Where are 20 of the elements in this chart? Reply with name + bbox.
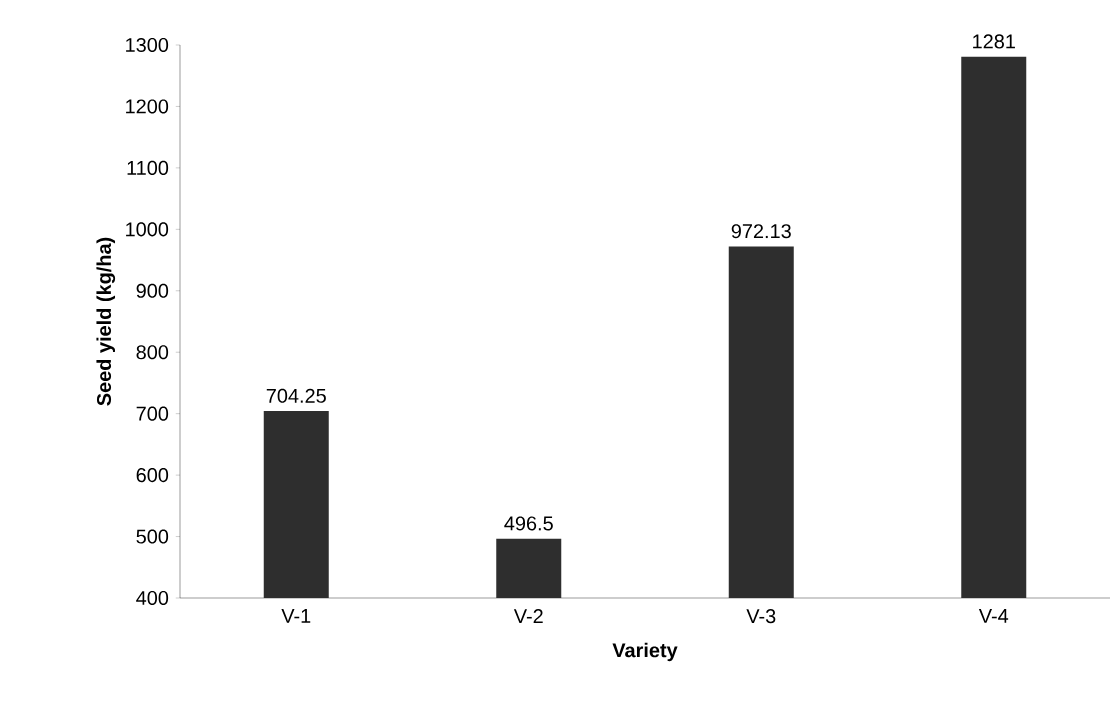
- x-tick-label: V-1: [281, 609, 311, 623]
- data-label: 496.5: [504, 516, 553, 531]
- y-axis-title: Seed yield (kg/ha): [96, 237, 116, 406]
- x-axis-title: Variety: [612, 642, 678, 662]
- y-tick-label: 1100: [127, 160, 169, 175]
- data-label: 1281: [973, 34, 1015, 49]
- x-tick-label: V-2: [513, 609, 543, 623]
- data-label: 972.13: [731, 224, 791, 239]
- y-tick-label: 1200: [126, 99, 169, 114]
- y-tick-label: 500: [136, 529, 169, 544]
- x-tick-label: V-4: [978, 609, 1009, 623]
- y-tick-label: 400: [136, 590, 169, 606]
- x-tick-label: V-3: [746, 609, 776, 624]
- data-label: 704.25: [266, 388, 326, 403]
- y-tick-label: 900: [136, 283, 169, 298]
- y-tick-label: 600: [136, 468, 169, 483]
- y-tick-label: 1300: [126, 37, 169, 53]
- y-tick-label: 700: [136, 406, 169, 421]
- y-tick-label: 800: [136, 345, 169, 360]
- y-tick-label: 1000: [126, 222, 169, 237]
